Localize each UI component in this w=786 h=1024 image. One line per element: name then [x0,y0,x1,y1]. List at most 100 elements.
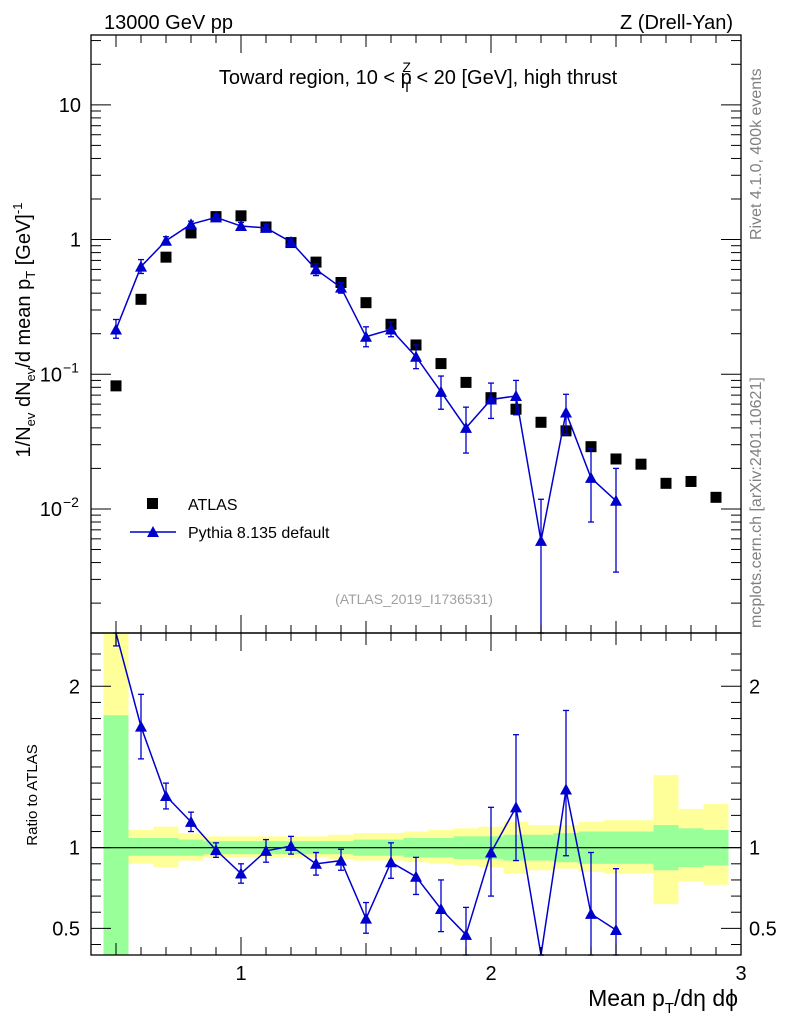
main-mc-point [110,323,122,335]
ratio-mc-point [185,815,197,827]
main-mc-line [115,216,617,541]
main-mc-point [160,234,172,246]
rivet-label: Rivet 4.1.0, 400k events [748,68,765,240]
y-tick-label: 10 [40,364,62,386]
main-mc-point [310,263,322,275]
ratio-mc-point [510,801,522,813]
ratio-y-tick-label: 0.5 [52,918,80,940]
ratio-mc-point [135,720,147,732]
ratio-mc-point [310,857,322,869]
xlabel: Mean pT/dη dϕ [588,985,738,1017]
data-point [535,416,547,428]
legend-mc-marker [147,526,159,537]
main-mc-point [335,281,347,293]
ratio-y-tick-label-right: 2 [749,676,760,698]
ratio-mc-point [260,844,272,856]
main-title: Toward region, 10 < pTZ < 20 [GeV], high… [219,59,618,95]
data-point [660,477,672,489]
main-title-b: < 20 [GeV], high thrust [411,67,618,89]
ratio-mc-point [585,907,597,919]
ratio-mc-point [385,856,397,868]
main-mc-point [610,494,622,506]
data-point [635,458,647,470]
ratio-band-stat [153,837,179,856]
ratio-bands [103,633,729,955]
ratio-frame [90,632,742,956]
main-mc-point [260,221,272,233]
ratio-band-stat [128,837,154,856]
data-point [685,475,697,487]
ratio-band-stat [103,715,129,955]
main-mc-point [210,211,222,223]
main-mc-point [385,323,397,335]
data-point [585,441,597,453]
main-mc-point [535,534,547,546]
ratio-mc-point [485,846,497,858]
data-point [185,227,197,239]
ratio-y-tick-label: 1 [69,838,80,860]
data-point [135,293,147,305]
main-mc-point [410,350,422,362]
data-point [160,251,172,263]
data-point [610,453,622,465]
ratio-mc-point [360,912,372,924]
main-ylabel: 1/Nev dNev/d mean pT [GeV]-1 [10,203,38,458]
main-mc-point [560,406,572,418]
main-mc-point [360,330,372,342]
data-point [110,380,122,392]
main-mc-point [460,421,472,433]
ratio-mc-point [160,790,172,802]
main-mc-point [435,385,447,397]
ratio-mc-series [113,632,622,956]
ratio-mc-point [285,840,297,852]
ratio-mc-point [560,783,572,795]
main-frame [90,34,742,634]
legend: ATLAS Pythia 8.135 default [130,497,330,542]
legend-data-label: ATLAS [188,497,238,514]
ratio-mc-point [435,903,447,914]
ratio-mc-point [610,923,622,935]
legend-mc-label: Pythia 8.135 default [188,525,330,542]
ratio-mc-point [210,844,222,856]
main-mc-point [585,471,597,483]
main-mc-point [135,260,147,272]
x-tick-label: 3 [735,963,746,985]
x-tick-label: 1 [235,963,246,985]
y-tick-label: 1 [70,230,81,252]
y-tick-label-exponent: −2 [63,494,79,510]
data-point [310,256,322,268]
data-point [435,358,447,370]
y-tick-label: 10 [59,95,81,117]
ratio-y-tick-label-right: 0.5 [749,918,777,940]
x-tick-label: 2 [485,963,496,985]
y-tick-label: 10 [40,499,62,521]
ratio-y-tick-label: 2 [69,676,80,698]
main-title-sup: Z [402,59,411,75]
main-mc-series [110,211,622,634]
header-left: 13000 GeV pp [104,12,233,34]
legend-data-marker [147,498,158,509]
data-point [360,297,372,309]
y-tick-label-exponent: −1 [63,359,79,375]
ratio-mc-point [235,867,247,879]
header-right: Z (Drell-Yan) [620,12,733,34]
ratio-ylabel: Ratio to ATLAS [24,744,41,845]
main-title-a: Toward region, 10 < p [219,67,412,89]
analysis-watermark: (ATLAS_2019_I1736531) [335,591,493,607]
main-mc-point [485,393,497,405]
main-mc-point [285,235,297,247]
mcplots-label: mcplots.cern.ch [arXiv:2401.10621] [748,377,765,628]
data-point [235,210,247,222]
main-mc-point [235,220,247,232]
data-point [710,491,722,503]
ratio-mc-point [410,870,422,882]
main-mc-point [510,389,522,401]
ratio-mc-point [335,854,347,866]
ratio-y-tick-label-right: 1 [749,838,760,860]
ratio-mc-point [460,928,472,940]
data-point [460,376,472,388]
main-title-sub: T [403,79,412,95]
main-mc-point [185,218,197,230]
